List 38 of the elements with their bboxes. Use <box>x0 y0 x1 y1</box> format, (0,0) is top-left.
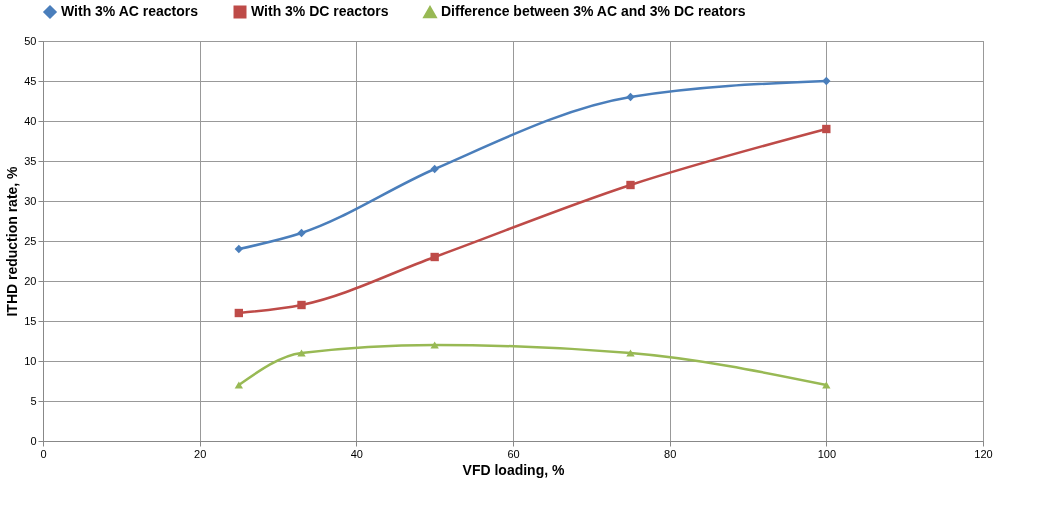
point <box>430 252 439 262</box>
y-axis-title: ITHD reduction rate, % <box>4 165 21 317</box>
y-tick-label: 50 <box>24 34 37 47</box>
legend-label: With 3% DC reactors <box>251 3 389 19</box>
point <box>297 349 306 357</box>
point <box>297 228 306 238</box>
y-tick-label: 35 <box>24 154 37 167</box>
x-axis-title: VFD loading, % <box>462 461 565 478</box>
x-tick-label: 100 <box>817 447 837 460</box>
point <box>822 124 831 134</box>
y-tick-label: 20 <box>24 274 37 287</box>
point <box>822 381 831 389</box>
y-tick-label: 0 <box>30 434 37 447</box>
point <box>234 244 244 254</box>
x-tick-label: 80 <box>664 447 677 460</box>
x-tick-label: 40 <box>350 447 363 460</box>
x-tick-label: 60 <box>507 447 520 460</box>
y-tick-label: 15 <box>24 314 37 327</box>
point <box>234 308 244 318</box>
x-tick-label: 20 <box>194 447 207 460</box>
point <box>297 300 306 310</box>
legend-label: Difference between 3% AC and 3% DC reators <box>441 3 746 20</box>
point <box>822 76 831 86</box>
y-tick-label: 30 <box>24 194 37 207</box>
point <box>430 164 439 174</box>
y-tick-label: 40 <box>24 114 37 127</box>
legend-label: With 3% AC reactors <box>61 3 199 19</box>
x-tick-label: 120 <box>974 447 993 460</box>
point <box>626 92 635 102</box>
point <box>626 180 635 190</box>
point <box>626 349 635 357</box>
point <box>234 381 244 389</box>
y-tick-label: 5 <box>30 394 37 407</box>
y-tick-label: 25 <box>24 234 37 247</box>
y-tick-label: 45 <box>24 74 37 87</box>
x-tick-label: 0 <box>40 447 47 460</box>
point <box>430 341 439 349</box>
y-tick-label: 10 <box>24 354 37 367</box>
